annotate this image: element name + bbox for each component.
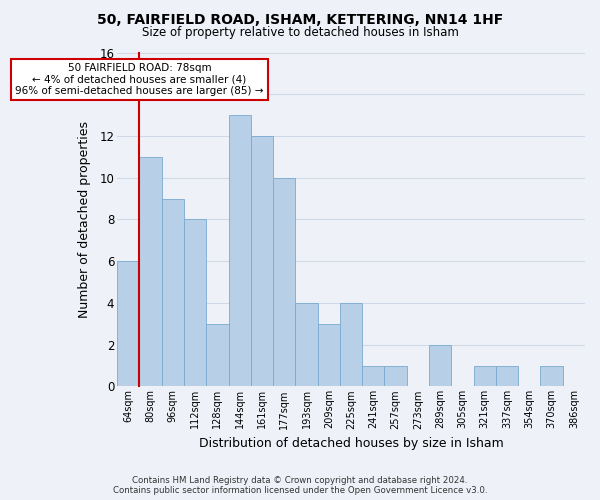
Text: Size of property relative to detached houses in Isham: Size of property relative to detached ho… <box>142 26 458 39</box>
Bar <box>206 324 229 386</box>
Bar <box>251 136 273 386</box>
Text: 50 FAIRFIELD ROAD: 78sqm
← 4% of detached houses are smaller (4)
96% of semi-det: 50 FAIRFIELD ROAD: 78sqm ← 4% of detache… <box>15 63 263 96</box>
Bar <box>161 198 184 386</box>
Text: Contains HM Land Registry data © Crown copyright and database right 2024.: Contains HM Land Registry data © Crown c… <box>132 476 468 485</box>
Bar <box>429 344 451 387</box>
X-axis label: Distribution of detached houses by size in Isham: Distribution of detached houses by size … <box>199 437 503 450</box>
Bar <box>362 366 385 386</box>
Text: Contains public sector information licensed under the Open Government Licence v3: Contains public sector information licen… <box>113 486 487 495</box>
Bar <box>273 178 295 386</box>
Bar <box>385 366 407 386</box>
Bar <box>139 157 161 386</box>
Bar <box>184 220 206 386</box>
Y-axis label: Number of detached properties: Number of detached properties <box>78 121 91 318</box>
Bar <box>541 366 563 386</box>
Bar <box>117 261 139 386</box>
Bar <box>340 303 362 386</box>
Bar <box>317 324 340 386</box>
Bar <box>496 366 518 386</box>
Bar <box>295 303 317 386</box>
Bar <box>229 115 251 386</box>
Bar <box>473 366 496 386</box>
Text: 50, FAIRFIELD ROAD, ISHAM, KETTERING, NN14 1HF: 50, FAIRFIELD ROAD, ISHAM, KETTERING, NN… <box>97 12 503 26</box>
